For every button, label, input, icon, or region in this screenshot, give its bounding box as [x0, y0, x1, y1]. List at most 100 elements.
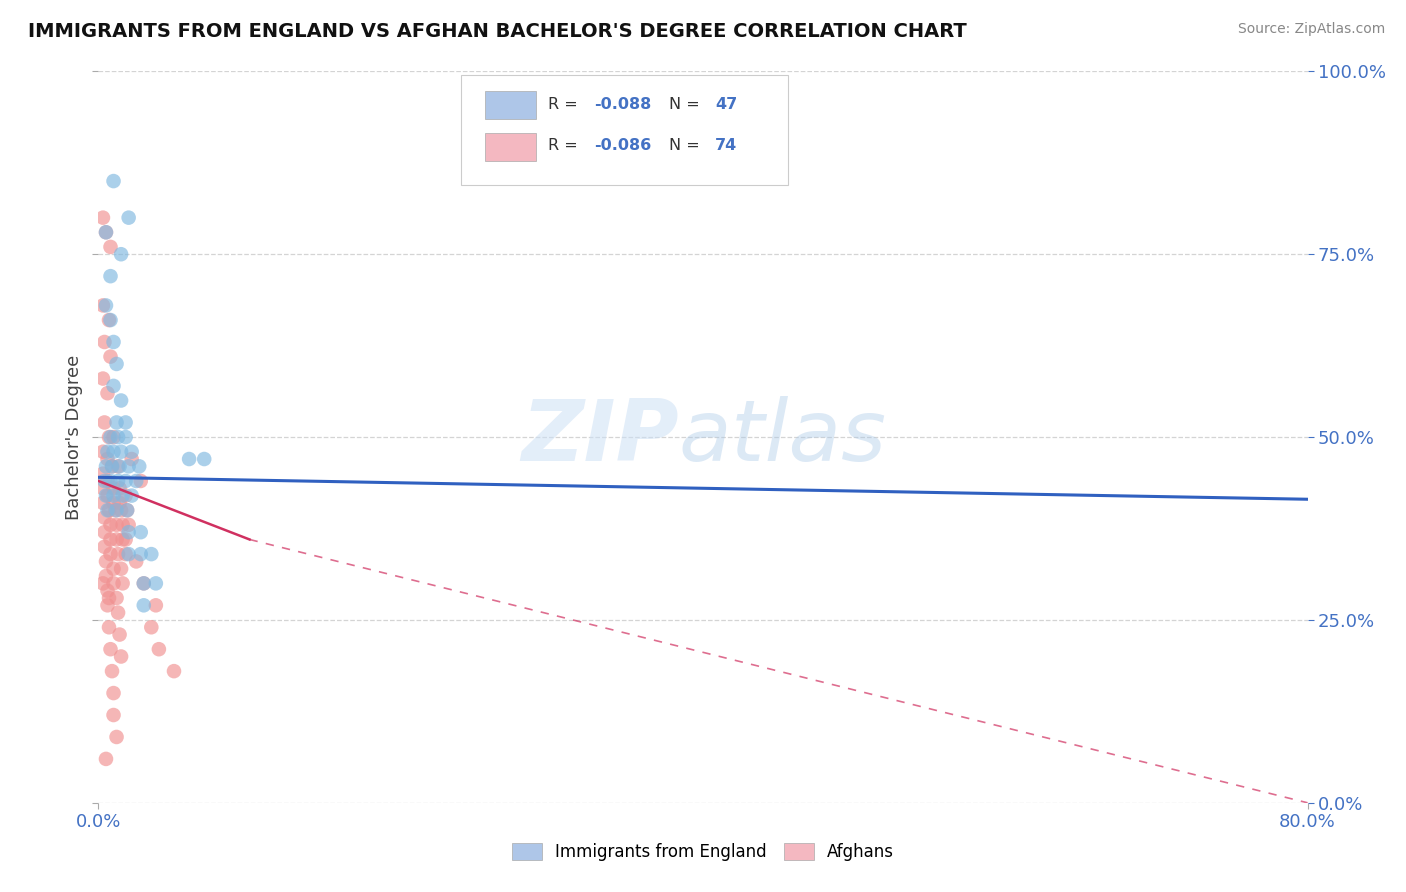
Point: [121, 444, 143, 458]
Point: [100, 313, 122, 327]
Point: [114, 416, 136, 430]
Point: [103, 562, 125, 576]
Point: [111, 489, 134, 503]
Point: [94, 459, 117, 474]
Point: [107, 547, 129, 561]
Point: [105, 533, 128, 547]
Point: [91, 444, 114, 458]
Point: [103, 708, 125, 723]
Text: R =: R =: [548, 138, 583, 153]
Point: [110, 247, 132, 261]
Point: [94, 298, 117, 312]
Text: -0.088: -0.088: [595, 96, 651, 112]
Point: [100, 642, 122, 657]
Point: [107, 430, 129, 444]
Point: [105, 517, 128, 532]
FancyBboxPatch shape: [485, 91, 536, 119]
Point: [93, 525, 115, 540]
Point: [125, 474, 148, 488]
Point: [128, 459, 150, 474]
Legend: Immigrants from England, Afghans: Immigrants from England, Afghans: [505, 836, 901, 868]
Text: atlas: atlas: [679, 395, 887, 479]
Text: R =: R =: [548, 96, 583, 112]
Point: [132, 576, 155, 591]
Text: IMMIGRANTS FROM ENGLAND VS AFGHAN BACHELOR'S DEGREE CORRELATION CHART: IMMIGRANTS FROM ENGLAND VS AFGHAN BACHEL…: [28, 22, 967, 41]
Point: [103, 481, 125, 495]
Point: [91, 371, 114, 385]
Text: ZIP: ZIP: [522, 395, 679, 479]
Point: [110, 562, 132, 576]
Point: [91, 211, 114, 225]
Point: [91, 298, 114, 312]
Point: [105, 503, 128, 517]
Point: [107, 459, 129, 474]
Point: [96, 599, 118, 613]
Point: [118, 211, 141, 225]
Point: [100, 269, 122, 284]
Point: [129, 525, 152, 540]
Point: [105, 591, 128, 605]
Point: [96, 583, 118, 598]
Point: [103, 496, 125, 510]
Point: [118, 547, 141, 561]
Point: [141, 620, 163, 634]
Point: [132, 599, 155, 613]
Point: [110, 393, 132, 408]
Point: [107, 474, 129, 488]
Point: [110, 444, 132, 458]
Point: [103, 576, 125, 591]
Point: [105, 357, 128, 371]
Point: [98, 620, 121, 634]
Point: [108, 627, 131, 641]
Point: [129, 547, 152, 561]
Point: [98, 503, 121, 517]
Point: [125, 554, 148, 568]
Point: [94, 569, 117, 583]
Point: [94, 752, 117, 766]
Point: [118, 459, 141, 474]
Point: [141, 547, 163, 561]
Point: [110, 649, 132, 664]
Point: [108, 481, 131, 495]
Point: [98, 313, 121, 327]
Point: [111, 517, 134, 532]
Text: N =: N =: [669, 138, 704, 153]
Point: [94, 225, 117, 239]
Point: [107, 606, 129, 620]
Text: 74: 74: [716, 138, 737, 153]
Point: [93, 510, 115, 524]
Point: [94, 489, 117, 503]
Point: [91, 481, 114, 495]
Point: [103, 334, 125, 349]
Point: [98, 591, 121, 605]
Point: [108, 459, 131, 474]
Point: [114, 547, 136, 561]
Point: [118, 517, 141, 532]
Point: [121, 489, 143, 503]
Point: [111, 576, 134, 591]
Point: [101, 459, 124, 474]
Point: [94, 225, 117, 239]
Y-axis label: Bachelor's Degree: Bachelor's Degree: [65, 354, 83, 520]
Point: [118, 525, 141, 540]
Point: [103, 489, 125, 503]
FancyBboxPatch shape: [461, 75, 787, 185]
Point: [132, 576, 155, 591]
Point: [115, 503, 138, 517]
Point: [96, 452, 118, 467]
Point: [111, 533, 134, 547]
Point: [108, 496, 131, 510]
Point: [114, 474, 136, 488]
Point: [96, 474, 118, 488]
Point: [100, 474, 122, 488]
Point: [105, 730, 128, 744]
Point: [103, 686, 125, 700]
Point: [100, 547, 122, 561]
Point: [91, 576, 114, 591]
Point: [100, 517, 122, 532]
Text: -0.086: -0.086: [595, 138, 651, 153]
Point: [98, 430, 121, 444]
Point: [93, 540, 115, 554]
Point: [103, 174, 125, 188]
Point: [163, 664, 186, 678]
